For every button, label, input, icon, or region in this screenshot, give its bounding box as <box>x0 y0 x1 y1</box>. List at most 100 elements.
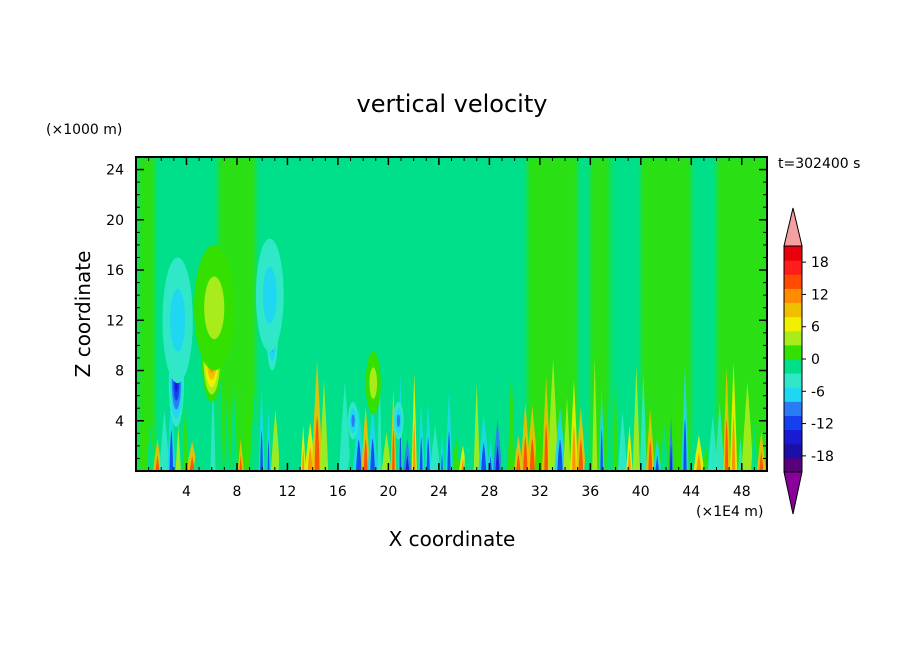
field-plume <box>547 358 559 471</box>
field-plume <box>554 407 566 471</box>
field-plume <box>182 396 188 471</box>
field-plume-core <box>413 421 416 471</box>
field-plume-core <box>363 438 368 471</box>
x-tick-label: 36 <box>581 484 599 500</box>
field-plume <box>464 380 476 471</box>
field-plume-core <box>495 445 500 471</box>
x-tick-label: 8 <box>232 484 241 500</box>
colorbar-bin <box>784 429 802 445</box>
field-plume <box>201 429 211 471</box>
colorbar-tick-label: 6 <box>811 320 820 336</box>
field-band <box>640 157 692 471</box>
y-tick-label: 20 <box>106 213 124 229</box>
field-plume-core <box>405 454 410 471</box>
field-plume <box>278 361 287 471</box>
y-tick-label: 16 <box>106 263 124 279</box>
field-plume <box>283 402 295 471</box>
field-plume <box>216 359 223 471</box>
field-plume <box>723 367 731 471</box>
field-plume <box>751 421 758 471</box>
field-plume <box>159 409 170 471</box>
field-plume <box>361 405 371 471</box>
field-feature-contour <box>369 367 378 399</box>
field-plume-core <box>696 452 702 471</box>
field-plume-core <box>529 438 535 471</box>
field-plume <box>715 402 725 471</box>
field-plume <box>452 436 460 471</box>
field-plume-core <box>600 428 603 471</box>
field-plume-core <box>392 429 395 471</box>
field-plume <box>689 426 695 471</box>
colorbar-bin <box>784 401 802 416</box>
x-tick-label: 40 <box>632 484 650 500</box>
field-plume <box>327 443 335 471</box>
colorbar-tick-label: -18 <box>811 449 834 465</box>
field-plume <box>534 409 545 471</box>
y-tick-label: 4 <box>115 414 124 430</box>
field-plume-core <box>239 454 243 471</box>
field-plume <box>673 380 683 471</box>
y-unit-label: (×1000 m) <box>46 122 122 138</box>
colorbar-bin <box>784 415 802 431</box>
field-plume-core <box>302 448 305 471</box>
field-plume-core <box>267 438 270 471</box>
y-tick-label: 24 <box>106 163 124 179</box>
field-plume-core <box>572 425 576 471</box>
field-band <box>138 157 155 471</box>
field-plume <box>224 397 230 471</box>
field-plume-core <box>627 448 631 471</box>
field-plume-core <box>725 419 729 471</box>
field-plume <box>352 407 365 471</box>
field-plume <box>319 380 329 471</box>
colorbar-bin <box>784 302 802 318</box>
field-plume <box>429 425 441 471</box>
y-axis: 4 8 12 16 20 24 <box>106 163 767 459</box>
field-plume <box>737 438 744 471</box>
field-plume-core <box>307 446 313 471</box>
field-plume-core <box>370 437 375 471</box>
colorbar-bin <box>784 316 802 332</box>
x-tick-label: 16 <box>329 484 347 500</box>
field-plume <box>702 443 709 471</box>
field-plume <box>193 435 205 471</box>
colorbar-bin <box>784 457 802 473</box>
field-plume <box>339 381 351 471</box>
field-plume-core <box>356 439 362 471</box>
field-plume-core <box>544 423 549 471</box>
field-plume-core <box>731 416 736 471</box>
colorbar-tick-label: -12 <box>811 417 834 433</box>
x-axis-label: X coordinate <box>389 527 516 551</box>
colorbar-low-extension <box>783 471 803 515</box>
colorbar-bin <box>784 288 802 303</box>
field-feature-contour <box>204 276 225 340</box>
y-tick-label: 8 <box>115 364 124 380</box>
field-plume <box>210 386 216 471</box>
colorbar-bin <box>784 246 802 261</box>
field-plume <box>153 438 162 471</box>
field-plume <box>507 366 516 471</box>
field-plume <box>244 368 251 471</box>
colorbar-bin <box>784 344 802 360</box>
field-band <box>609 157 629 471</box>
time-label: t=302400 s <box>778 156 860 172</box>
field-plume <box>756 431 766 471</box>
contour-field <box>136 157 767 471</box>
field-feature-contour <box>396 414 401 428</box>
field-plume-core <box>523 436 528 471</box>
colorbar-bin <box>784 443 802 459</box>
field-plume <box>440 433 445 471</box>
field-plume-core <box>189 456 195 471</box>
chart-title: vertical velocity <box>357 90 548 118</box>
y-tick-label: 12 <box>106 313 124 329</box>
field-plume <box>645 409 655 471</box>
field-plume-core <box>578 438 584 471</box>
field-plume-core <box>655 454 659 471</box>
colorbar-tick-label: 18 <box>811 255 829 271</box>
y-axis-label: Z coordinate <box>71 251 95 378</box>
field-plume <box>513 435 524 471</box>
field-plume <box>613 361 618 471</box>
field-plume <box>500 407 509 471</box>
field-plume <box>606 399 611 471</box>
field-plume <box>473 382 480 471</box>
field-plume <box>660 423 669 471</box>
